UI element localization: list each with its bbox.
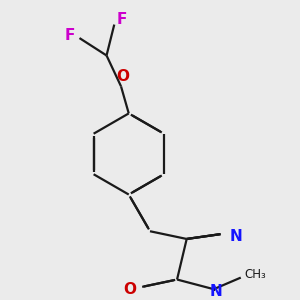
Text: F: F — [117, 12, 127, 27]
Text: O: O — [123, 282, 136, 297]
Text: O: O — [116, 69, 130, 84]
Text: F: F — [65, 28, 75, 43]
Text: CH₃: CH₃ — [244, 268, 266, 281]
Text: N: N — [229, 229, 242, 244]
Text: N: N — [209, 284, 222, 298]
